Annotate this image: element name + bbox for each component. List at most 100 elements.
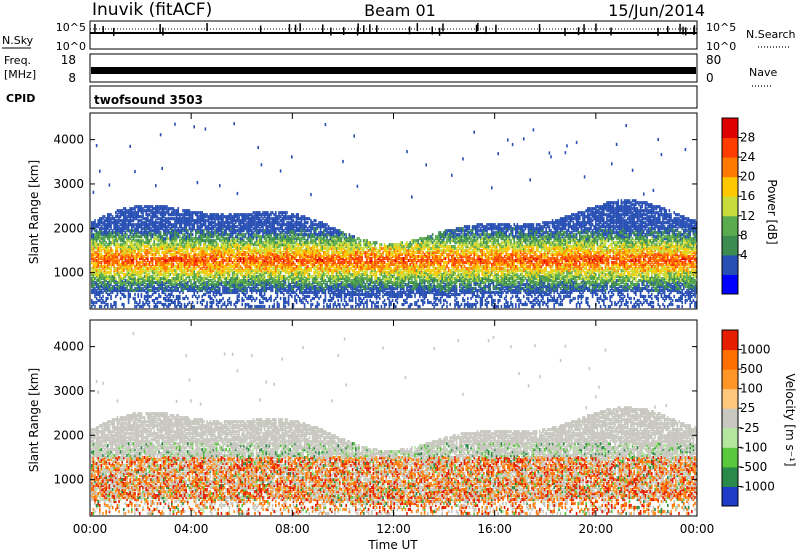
heatmap-cell [96, 289, 98, 292]
heatmap-cell [152, 233, 154, 236]
heatmap-cell [261, 301, 263, 304]
heatmap-cell [193, 211, 195, 214]
heatmap-cell [131, 239, 133, 242]
heatmap-cell [209, 253, 211, 256]
heatmap-cell [265, 237, 267, 240]
heatmap-cell [197, 291, 199, 294]
heatmap-cell [272, 285, 274, 288]
freq-panel: Freq. [MHz] 18 8 80 0 Nave [4, 53, 777, 86]
heatmap-cell [240, 265, 242, 268]
heatmap-cell [113, 231, 115, 234]
heatmap-cell [201, 223, 203, 226]
heatmap-cell [169, 213, 171, 216]
heatmap-cell [209, 305, 211, 308]
heatmap-cell [248, 253, 250, 256]
heatmap-cell [109, 183, 111, 186]
heatmap-cell [99, 227, 101, 230]
heatmap-cell [149, 205, 151, 208]
heatmap-cell [184, 233, 186, 236]
heatmap-cell [176, 265, 178, 268]
heatmap-cell [254, 247, 256, 250]
heatmap-cell [219, 261, 221, 264]
heatmap-cell [259, 261, 261, 264]
heatmap-cell [123, 303, 125, 306]
heatmap-cell [176, 305, 178, 308]
heatmap-cell [187, 303, 189, 306]
heatmap-cell [190, 279, 192, 282]
heatmap-cell [125, 241, 127, 244]
heatmap-cell [249, 305, 251, 308]
heatmap-cell [213, 221, 215, 224]
heatmap-cell [293, 267, 295, 270]
heatmap-cell [281, 283, 283, 286]
heatmap-cell [221, 243, 223, 246]
heatmap-cell [182, 245, 184, 248]
heatmap-cell [270, 295, 272, 298]
heatmap-cell [189, 285, 191, 288]
heatmap-cell [198, 211, 200, 214]
heatmap-cell [246, 303, 248, 306]
heatmap-cell [145, 299, 147, 302]
heatmap-cell [115, 215, 117, 218]
heatmap-cell [200, 275, 202, 278]
heatmap-cell [133, 233, 135, 236]
heatmap-cell [109, 229, 111, 232]
heatmap-cell [208, 257, 210, 260]
heatmap-cell [161, 235, 163, 238]
heatmap-cell [115, 301, 117, 304]
heatmap-cell [305, 233, 307, 236]
heatmap-cell [120, 275, 122, 278]
heatmap-cell [190, 243, 192, 246]
heatmap-cell [104, 243, 106, 246]
heatmap-cell [225, 277, 227, 280]
heatmap-cell [153, 221, 155, 224]
heatmap-cell [294, 277, 296, 280]
heatmap-cell [262, 249, 264, 252]
heatmap-cell [157, 257, 159, 260]
heatmap-cell [153, 237, 155, 240]
heatmap-cell [297, 265, 299, 268]
heatmap-cell [101, 289, 103, 292]
heatmap-cell [257, 257, 259, 260]
heatmap-cell [120, 227, 122, 230]
heatmap-cell [91, 267, 93, 270]
nsky-spike [667, 26, 669, 34]
heatmap-cell [144, 303, 146, 306]
heatmap-cell [166, 255, 168, 258]
heatmap-cell [214, 229, 216, 232]
heatmap-cell [118, 285, 120, 288]
heatmap-cell [110, 287, 112, 290]
heatmap-cell [129, 229, 131, 232]
heatmap-cell [293, 285, 295, 288]
heatmap-cell [237, 243, 239, 246]
heatmap-cell [144, 255, 146, 258]
heatmap-cell [176, 255, 178, 258]
heatmap-cell [217, 257, 219, 260]
heatmap-cell [177, 243, 179, 246]
heatmap-cell [278, 249, 280, 252]
heatmap-cell [141, 293, 143, 296]
heatmap-cell [94, 251, 96, 254]
heatmap-cell [240, 247, 242, 250]
heatmap-cell [219, 215, 221, 218]
heatmap-cell [118, 243, 120, 246]
heatmap-cell [297, 233, 299, 236]
heatmap-cell [137, 239, 139, 242]
heatmap-cell [129, 293, 131, 296]
heatmap-cell [93, 301, 95, 304]
heatmap-cell [201, 247, 203, 250]
heatmap-cell [149, 213, 151, 216]
heatmap-cell [97, 299, 99, 302]
heatmap-cell [123, 207, 125, 210]
heatmap-cell [313, 223, 315, 226]
heatmap-cell [264, 305, 266, 308]
heatmap-cell [216, 281, 218, 284]
heatmap-cell [115, 295, 117, 298]
heatmap-cell [304, 249, 306, 252]
heatmap-cell [184, 303, 186, 306]
heatmap-cell [136, 271, 138, 274]
heatmap-cell [240, 237, 242, 240]
heatmap-cell [241, 297, 243, 300]
heatmap-cell [296, 265, 298, 268]
heatmap-cell [302, 215, 304, 218]
